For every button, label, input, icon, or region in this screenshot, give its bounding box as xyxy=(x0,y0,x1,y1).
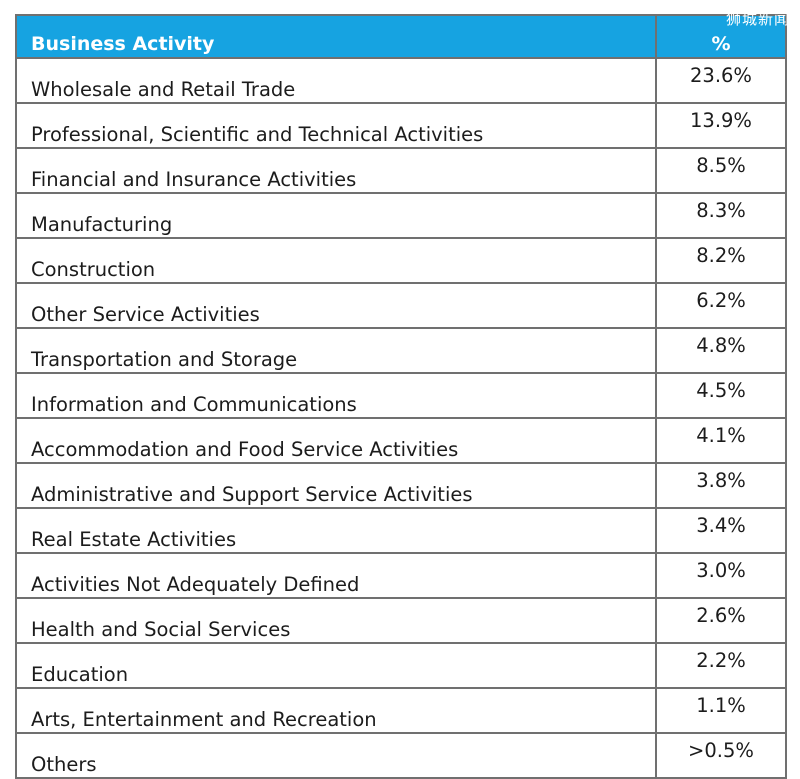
table-row: Wholesale and Retail Trade 23.6% xyxy=(15,57,787,104)
activity-cell: Other Service Activities xyxy=(15,282,657,329)
percent-cell: 2.6% xyxy=(655,597,787,644)
table-row: Education 2.2% xyxy=(15,642,787,689)
percent-cell: 4.8% xyxy=(655,327,787,374)
percent-cell: 3.4% xyxy=(655,507,787,554)
percent-cell: 8.2% xyxy=(655,237,787,284)
table-row: Health and Social Services 2.6% xyxy=(15,597,787,644)
activity-cell: Information and Communications xyxy=(15,372,657,419)
table-row: Real Estate Activities 3.4% xyxy=(15,507,787,554)
activity-cell: Transportation and Storage xyxy=(15,327,657,374)
activity-cell: Education xyxy=(15,642,657,689)
table-row: Accommodation and Food Service Activitie… xyxy=(15,417,787,464)
table-row: Others >0.5% xyxy=(15,732,787,779)
table-row: Manufacturing 8.3% xyxy=(15,192,787,239)
activity-cell: Wholesale and Retail Trade xyxy=(15,57,657,104)
column-header-percent: % xyxy=(655,14,787,59)
business-activity-table-container: Business Activity % Wholesale and Retail… xyxy=(15,14,787,779)
table-body: Wholesale and Retail Trade 23.6% Professio… xyxy=(15,57,787,779)
table-row: Construction 8.2% xyxy=(15,237,787,284)
activity-cell: Health and Social Services xyxy=(15,597,657,644)
activity-cell: Manufacturing xyxy=(15,192,657,239)
activity-cell: Real Estate Activities xyxy=(15,507,657,554)
table-row: Transportation and Storage 4.8% xyxy=(15,327,787,374)
table-header: Business Activity % xyxy=(15,14,787,59)
percent-cell: 6.2% xyxy=(655,282,787,329)
percent-cell: >0.5% xyxy=(655,732,787,779)
table-row: Administrative and Support Service Activ… xyxy=(15,462,787,509)
percent-cell: 2.2% xyxy=(655,642,787,689)
percent-cell: 8.3% xyxy=(655,192,787,239)
table-row: Information and Communications 4.5% xyxy=(15,372,787,419)
percent-cell: 4.5% xyxy=(655,372,787,419)
table-row: Financial and Insurance Activities 8.5% xyxy=(15,147,787,194)
percent-cell: 8.5% xyxy=(655,147,787,194)
percent-cell: 13.9% xyxy=(655,102,787,149)
percent-cell: 3.8% xyxy=(655,462,787,509)
activity-cell: Activities Not Adequately Defined xyxy=(15,552,657,599)
activity-cell: Construction xyxy=(15,237,657,284)
table-row: Activities Not Adequately Defined 3.0% xyxy=(15,552,787,599)
watermark-text: 狮城新闻 xyxy=(725,10,790,28)
header-row: Business Activity % xyxy=(15,14,787,59)
percent-cell: 23.6% xyxy=(655,57,787,104)
table-row: Professional, Scientific and Technical A… xyxy=(15,102,787,149)
activity-cell: Accommodation and Food Service Activitie… xyxy=(15,417,657,464)
business-activity-table: Business Activity % Wholesale and Retail… xyxy=(15,14,787,779)
activity-cell: Professional, Scientific and Technical A… xyxy=(15,102,657,149)
activity-cell: Administrative and Support Service Activ… xyxy=(15,462,657,509)
column-header-business-activity: Business Activity xyxy=(15,14,657,59)
activity-cell: Others xyxy=(15,732,657,779)
table-row: Other Service Activities 6.2% xyxy=(15,282,787,329)
activity-cell: Financial and Insurance Activities xyxy=(15,147,657,194)
percent-cell: 4.1% xyxy=(655,417,787,464)
percent-cell: 3.0% xyxy=(655,552,787,599)
